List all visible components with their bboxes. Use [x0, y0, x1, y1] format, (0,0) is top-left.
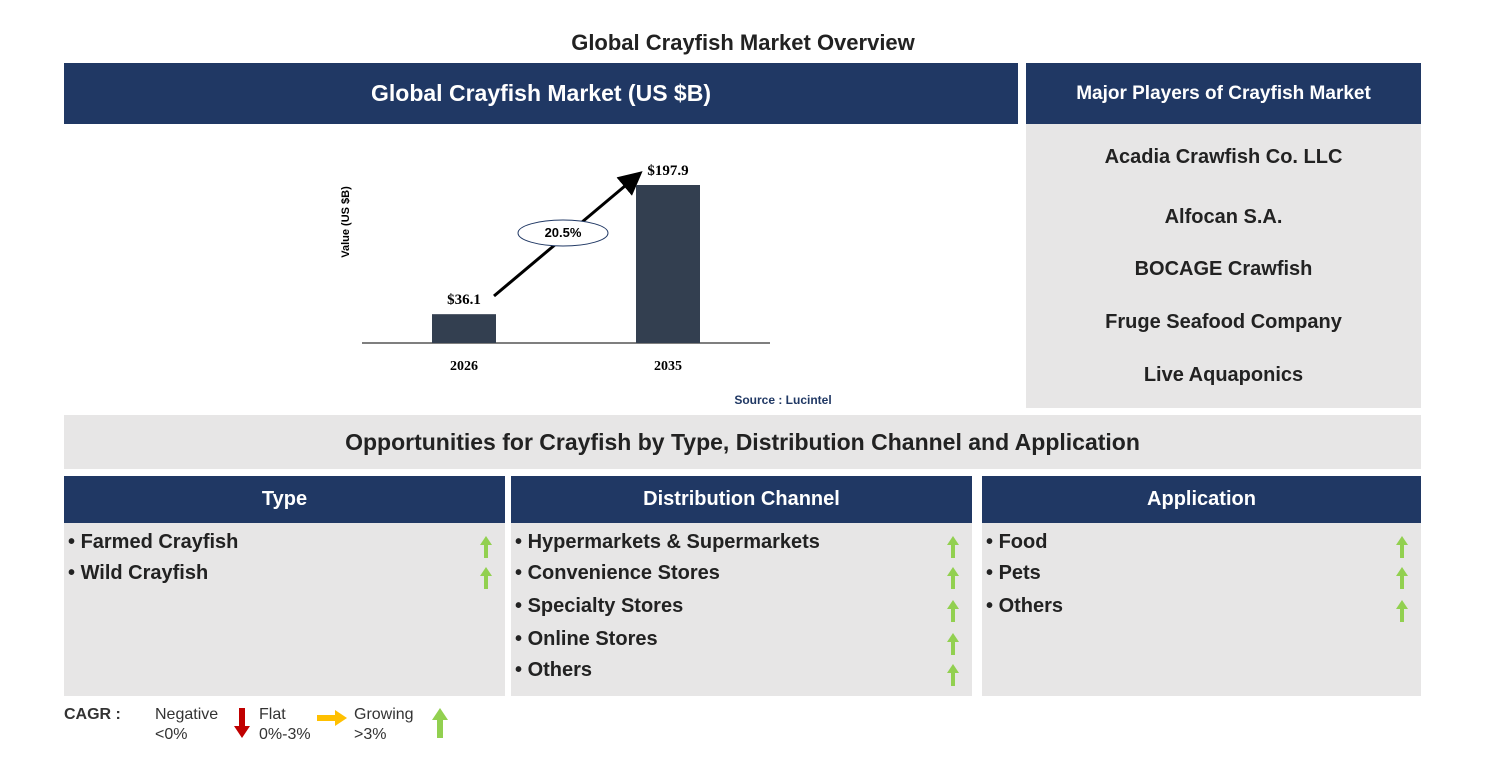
bar [432, 314, 496, 343]
cagr-annotation: 20.5% [545, 225, 582, 240]
players-list: Acadia Crawfish Co. LLC Alfocan S.A. BOCAG… [1026, 124, 1421, 408]
column-header: Type [64, 476, 505, 523]
item-text: Farmed Crayfish [80, 531, 239, 553]
legend-name: Flat [259, 706, 286, 723]
opportunity-item: • Pets [986, 562, 1041, 584]
players-title: Major Players of Crayfish Market [1026, 63, 1421, 124]
page-title: Global Crayfish Market Overview [571, 30, 915, 55]
item-text: Hypermarkets & Supermarkets [527, 531, 820, 553]
player-name: Fruge Seafood Company [1105, 311, 1342, 333]
item-text: Pets [998, 562, 1041, 584]
item-text: Others [527, 659, 593, 681]
growth-arrow [1396, 567, 1408, 589]
growth-arrow [1396, 600, 1408, 622]
column-header: Application [982, 476, 1421, 523]
item-text: Specialty Stores [527, 595, 684, 617]
legend-name: Negative [155, 706, 219, 723]
player-name: Live Aquaponics [1143, 364, 1304, 386]
opportunities-title: Opportunities for Crayfish by Type, Dist… [64, 415, 1421, 469]
negative-arrow [234, 708, 250, 738]
opportunity-item: • Online Stores [515, 628, 658, 650]
legend-range: <0% [155, 726, 188, 743]
growth-arrow [947, 600, 959, 622]
growth-arrow [947, 633, 959, 655]
source: Source : Lucintel [734, 393, 831, 407]
opportunity-item: • Others [515, 659, 593, 681]
item-text: Wild Crayfish [80, 562, 209, 584]
column-body: • Farmed Crayfish • Wild Crayfish [64, 523, 505, 696]
growth-arrow [1396, 536, 1408, 558]
opportunity-item: • Convenience Stores [515, 562, 720, 584]
growth-arrow [480, 567, 492, 589]
item-text: Others [998, 595, 1064, 617]
chart-title: Global Crayfish Market (US $B) [64, 63, 1018, 124]
column-body: • Hypermarkets & Supermarkets • Convenien… [511, 523, 972, 696]
cagr-ellipse [517, 219, 609, 247]
value-label: $36.1 [447, 292, 481, 308]
column-header: Distribution Channel [511, 476, 972, 523]
legend-range: >3% [354, 726, 387, 743]
legend-label: CAGR : [64, 706, 121, 723]
y-axis-label: Value (US $B) [340, 186, 352, 258]
growth-arrow [947, 567, 959, 589]
player-name: Acadia Crawfish Co. LLC [1104, 146, 1343, 168]
item-text: Online Stores [527, 628, 658, 650]
item-text: Convenience Stores [527, 562, 720, 584]
item-text: Food [998, 531, 1048, 553]
flat-arrow [317, 710, 347, 726]
growth-arrow [947, 664, 959, 686]
legend-name: Growing [354, 706, 414, 723]
chart: Value (US $B) 20.5% Source : Lucintel $3… [340, 163, 832, 407]
growing-arrow [432, 708, 448, 738]
player-name: Alfocan S.A. [1164, 206, 1283, 228]
player-name: BOCAGE Crawfish [1134, 258, 1313, 280]
opportunity-item: • Others [986, 595, 1064, 617]
x-tick-label: 2035 [654, 359, 682, 374]
legend-range: 0%-3% [259, 726, 311, 743]
x-tick-label: 2026 [450, 359, 478, 374]
bar [636, 185, 700, 343]
value-label: $197.9 [647, 163, 688, 179]
opportunity-item: • Food [986, 531, 1048, 553]
column-body: • Food • Pets • Others [982, 523, 1421, 696]
opportunity-item: • Hypermarkets & Supermarkets [515, 531, 820, 553]
opportunity-item: • Farmed Crayfish [68, 531, 239, 553]
opportunity-item: • Specialty Stores [515, 595, 684, 617]
growth-arrow [947, 536, 959, 558]
growth-arrow [480, 536, 492, 558]
opportunity-item: • Wild Crayfish [68, 562, 209, 584]
